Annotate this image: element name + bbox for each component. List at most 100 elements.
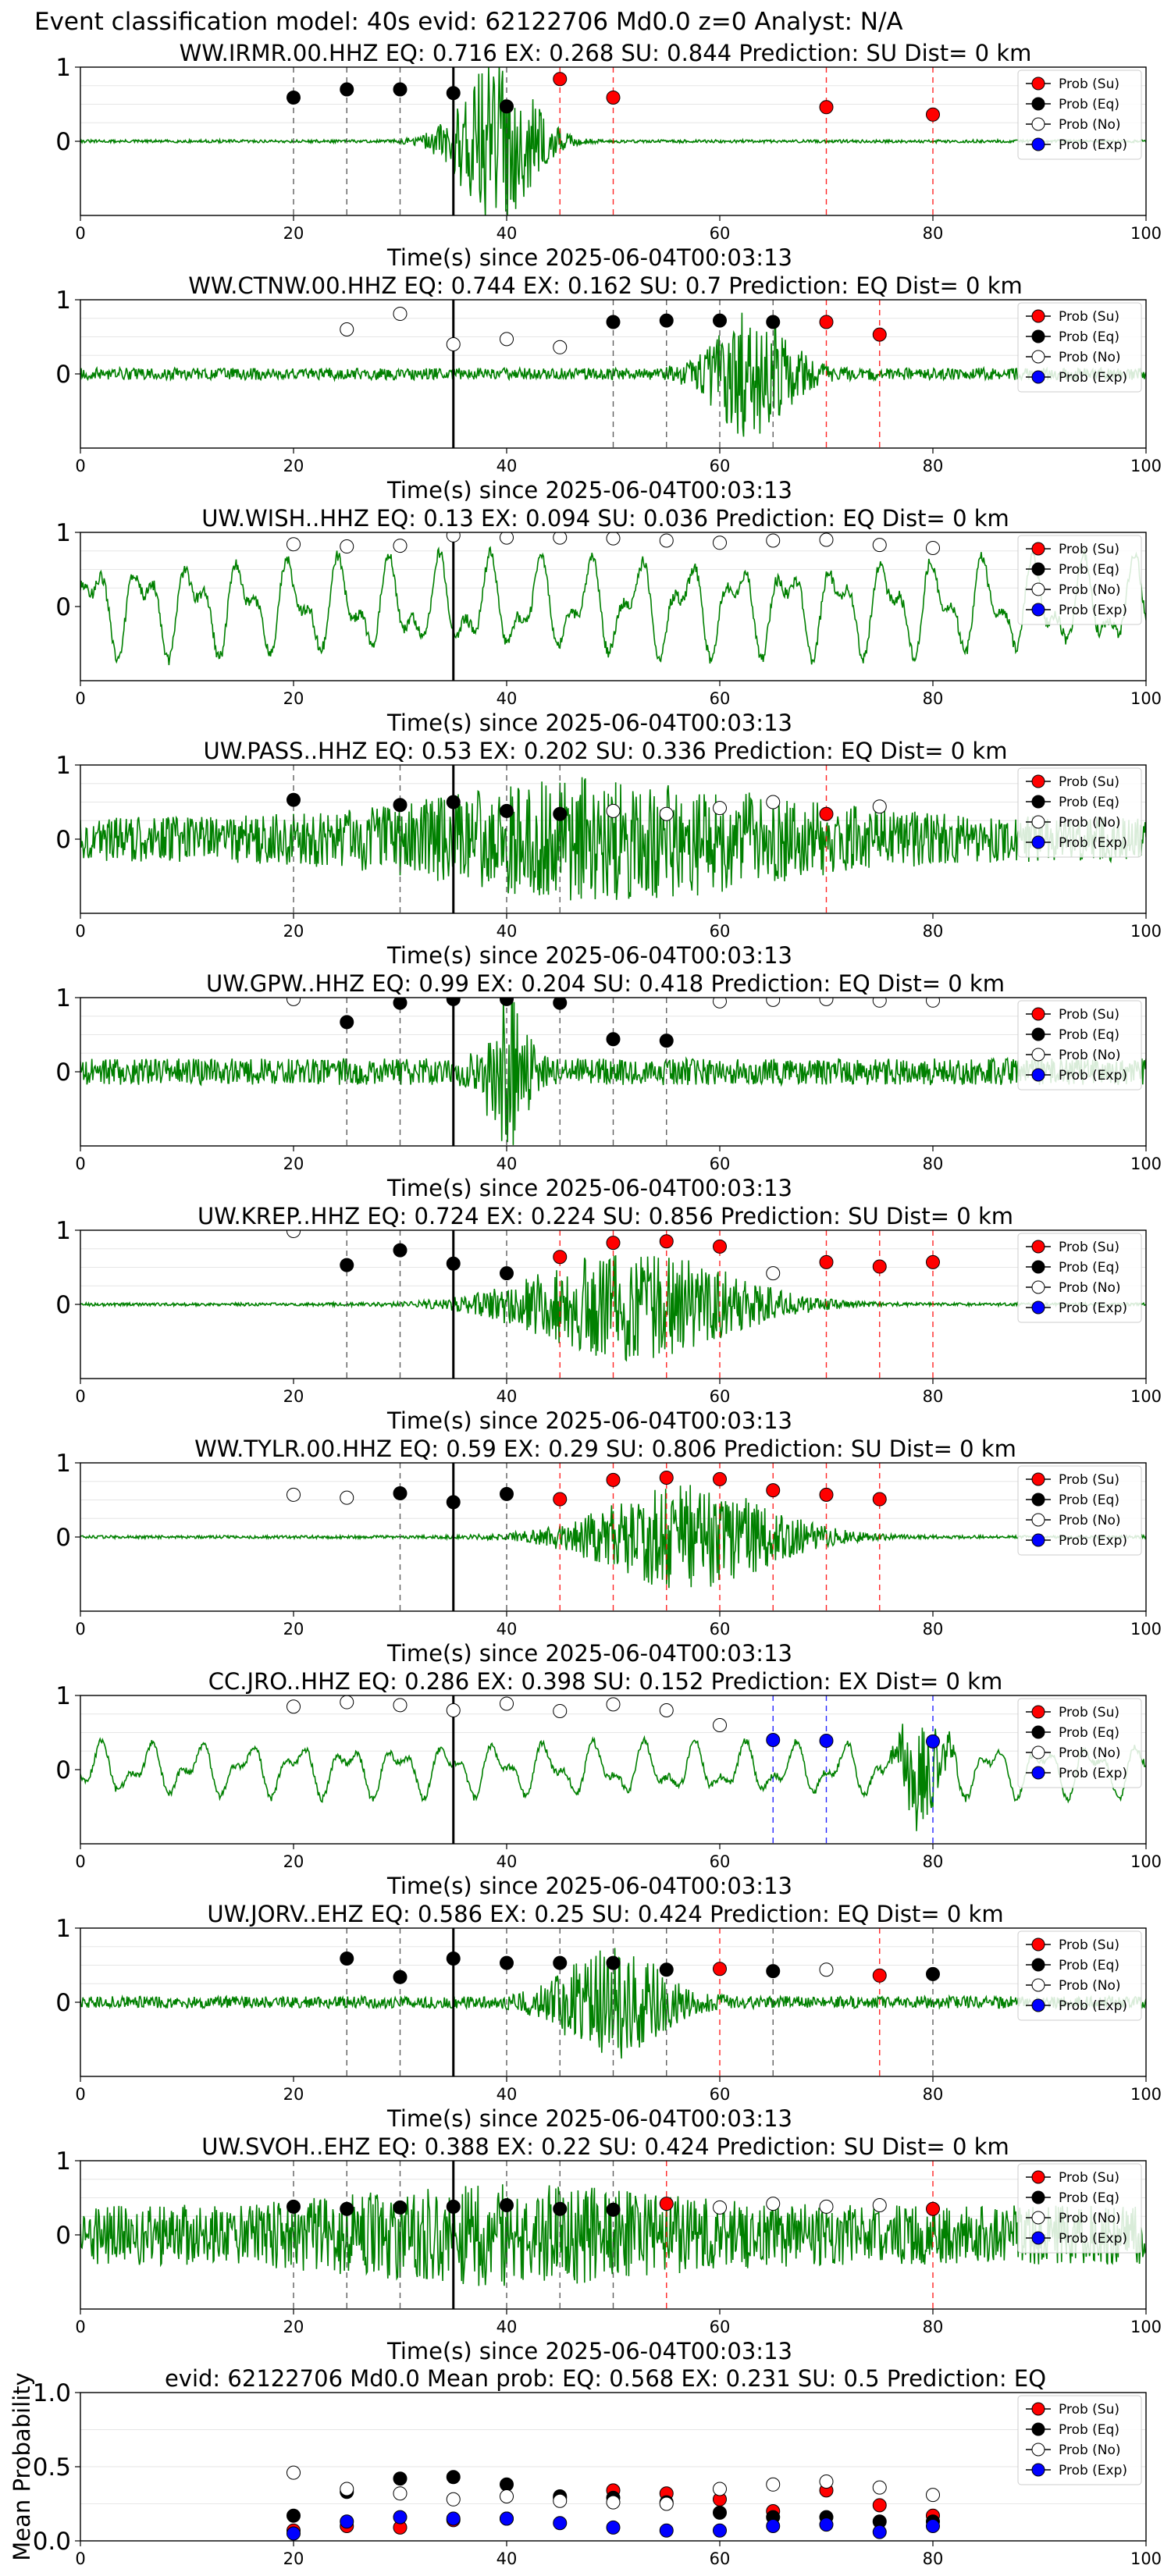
- marker-probsu: [713, 1962, 727, 1976]
- marker-probno: [713, 535, 727, 550]
- x-tick-label: 80: [923, 1620, 944, 1638]
- marker-probno: [553, 532, 568, 545]
- marker-probno: [446, 337, 461, 351]
- x-tick-label: 0: [75, 922, 85, 941]
- x-tick-label: 0: [75, 2085, 85, 2104]
- panel-1: 0 20 40 60 80 100 0 1 WW.IRMR.00.HHZ EQ: 0.716 E…: [55, 40, 1162, 271]
- figure-suptitle: Event classification model: 40s evid: 62…: [34, 8, 903, 36]
- x-tick-label: 60: [710, 922, 731, 941]
- legend-marker: [1031, 1705, 1045, 1719]
- x-axis-label: Time(s) since 2025-06-04T00:03:13: [386, 477, 792, 503]
- legend-box: [1017, 69, 1142, 160]
- marker-probsu: [659, 1471, 674, 1485]
- legend-marker: [1031, 1048, 1045, 1062]
- marker-probexp: [553, 2516, 568, 2531]
- panel-3: 0 20 40 60 80 100 0 1 UW.WISH..HHZ EQ: 0.13 EX: …: [55, 505, 1162, 736]
- marker-probno: [553, 1703, 568, 1718]
- marker-probsu: [659, 2197, 674, 2211]
- x-axis-label: Time(s) since 2025-06-04T00:03:13: [386, 1175, 792, 1201]
- marker-probno: [500, 1696, 514, 1711]
- legend-marker: [1031, 795, 1045, 809]
- legend-marker: [1031, 76, 1045, 91]
- marker-probexp: [926, 1734, 940, 1749]
- legend-marker: [1031, 2463, 1045, 2477]
- x-axis-label: Time(s) since 2025-06-04T00:03:13: [386, 1640, 792, 1667]
- marker-probno: [393, 2486, 408, 2501]
- x-tick-label: 80: [923, 1387, 944, 1406]
- marker-probno: [446, 2492, 461, 2507]
- marker-probeq: [713, 313, 727, 328]
- x-tick-label: 40: [497, 2085, 518, 2104]
- marker-probexp: [446, 2511, 461, 2526]
- marker-probsu: [872, 1259, 887, 1274]
- marker-probno: [393, 539, 408, 553]
- legend: Prob (Su) Prob (Eq) Prob (No) Prob (Exp): [1017, 2395, 1142, 2485]
- marker-probno: [766, 998, 781, 1007]
- waveform-trace: [80, 312, 1146, 437]
- marker-probsu: [926, 107, 940, 122]
- legend-marker: [1031, 1998, 1045, 2012]
- y-tick-label: 1: [55, 1915, 71, 1943]
- legend-box: [1017, 535, 1142, 625]
- x-tick-label: 60: [710, 2318, 731, 2336]
- marker-probsu: [926, 1254, 940, 1269]
- marker-probeq: [393, 1485, 408, 1500]
- legend-marker: [1031, 1493, 1045, 1507]
- marker-probno: [713, 801, 727, 816]
- x-axis-label: Time(s) since 2025-06-04T00:03:13: [386, 710, 792, 736]
- marker-probsu: [553, 72, 568, 87]
- legend-label: Prob (Exp): [1059, 2231, 1127, 2247]
- x-axis-label: Time(s) since 2025-06-04T00:03:13: [386, 942, 792, 969]
- panel-title: CC.JRO..HHZ EQ: 0.286 EX: 0.398 SU: 0.15…: [208, 1668, 1002, 1695]
- marker-probeq: [287, 2508, 301, 2523]
- legend: Prob (Su) Prob (Eq) Prob (No) Prob (Exp): [1017, 1698, 1142, 1788]
- x-tick-label: 0: [75, 224, 85, 243]
- marker-probeq: [287, 792, 301, 807]
- legend: Prob (Su) Prob (Eq) Prob (No) Prob (Exp): [1017, 1000, 1142, 1091]
- x-tick-label: 60: [710, 689, 731, 708]
- legend-marker: [1031, 562, 1045, 576]
- legend-box: [1017, 302, 1142, 393]
- marker-probno: [553, 2493, 568, 2508]
- legend: Prob (Su) Prob (Eq) Prob (No) Prob (Exp): [1017, 1233, 1142, 1323]
- marker-probsu: [713, 1239, 727, 1254]
- legend-marker: [1031, 350, 1045, 364]
- x-tick-label: 80: [923, 2549, 944, 2568]
- legend-marker: [1031, 1068, 1045, 1082]
- marker-probeq: [659, 1962, 674, 1977]
- panel-title: UW.WISH..HHZ EQ: 0.13 EX: 0.094 SU: 0.03…: [201, 505, 1009, 532]
- x-tick-label: 0: [75, 2318, 85, 2336]
- y-tick-label: 0: [55, 361, 71, 389]
- marker-probeq: [393, 1243, 408, 1258]
- legend-label: Prob (Exp): [1059, 1766, 1127, 1781]
- legend-label: Prob (No): [1059, 350, 1121, 365]
- x-tick-label: 100: [1130, 224, 1162, 243]
- marker-probsu: [553, 1250, 568, 1265]
- marker-probsu: [819, 806, 834, 821]
- panel-title: UW.PASS..HHZ EQ: 0.53 EX: 0.202 SU: 0.33…: [204, 738, 1008, 764]
- marker-probno: [926, 998, 940, 1008]
- marker-probno: [340, 539, 354, 554]
- legend-box: [1017, 2163, 1142, 2254]
- x-tick-label: 20: [283, 2318, 304, 2336]
- legend: Prob (Su) Prob (Eq) Prob (No) Prob (Exp): [1017, 1465, 1142, 1556]
- legend-label: Prob (Su): [1059, 1472, 1119, 1488]
- legend-label: Prob (Su): [1059, 1007, 1119, 1023]
- x-tick-label: 40: [497, 1620, 518, 1638]
- x-tick-label: 60: [710, 1620, 731, 1638]
- x-tick-label: 80: [923, 224, 944, 243]
- marker-probno: [819, 2199, 834, 2214]
- marker-probno: [872, 2198, 887, 2212]
- marker-probno: [287, 537, 301, 552]
- legend-marker: [1031, 2443, 1045, 2457]
- legend-label: Prob (Su): [1059, 2402, 1119, 2418]
- x-tick-label: 80: [923, 1155, 944, 1173]
- legend-marker: [1031, 97, 1045, 111]
- marker-probsu: [713, 1471, 727, 1486]
- marker-probno: [606, 803, 621, 818]
- x-tick-label: 60: [710, 457, 731, 475]
- waveform-trace: [80, 1724, 1146, 1831]
- marker-probno: [766, 2197, 781, 2211]
- legend-marker: [1031, 1937, 1045, 1952]
- x-tick-label: 20: [283, 1155, 304, 1173]
